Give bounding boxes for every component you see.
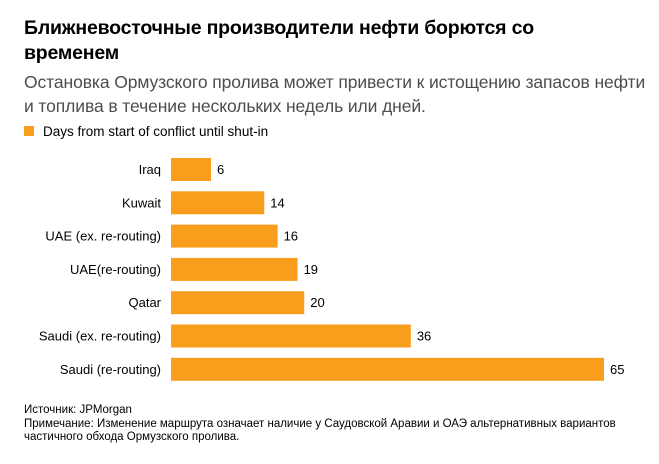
category-label: UAE(re-routing) bbox=[70, 262, 161, 277]
legend-swatch bbox=[24, 126, 34, 136]
chart-footer: Источник: JPMorgan Примечание: Изменение… bbox=[24, 404, 649, 445]
value-label: 14 bbox=[270, 195, 284, 210]
bar bbox=[171, 224, 278, 248]
bar bbox=[171, 291, 305, 315]
value-label: 19 bbox=[304, 262, 318, 277]
bar bbox=[171, 324, 411, 348]
category-label: Saudi (ex. re-routing) bbox=[39, 329, 161, 344]
bar-chart: Iraq 6 Kuwait 14 UAE (ex. re-routing) 16 UAE(r… bbox=[39, 158, 624, 381]
category-label: Saudi (re-routing) bbox=[60, 362, 161, 377]
category-label: UAE (ex. re-routing) bbox=[45, 229, 161, 244]
value-label: 65 bbox=[610, 362, 624, 377]
bar bbox=[171, 191, 265, 215]
bar bbox=[171, 257, 298, 281]
value-label: 6 bbox=[217, 162, 224, 177]
chart-title: Ближневосточные производители нефти борю… bbox=[24, 17, 534, 64]
category-label: Kuwait bbox=[122, 195, 161, 210]
value-label: 20 bbox=[310, 295, 324, 310]
value-label: 16 bbox=[284, 229, 298, 244]
category-label: Qatar bbox=[128, 295, 161, 310]
value-label: 36 bbox=[417, 329, 431, 344]
legend-label: Days from start of conflict until shut-i… bbox=[43, 123, 269, 139]
category-label: Iraq bbox=[139, 162, 161, 177]
bar bbox=[171, 158, 211, 181]
source-note: Источник: JPMorgan bbox=[24, 404, 132, 416]
bar bbox=[171, 357, 604, 381]
chart-subtitle: Остановка Ормузского пролива может приве… bbox=[24, 72, 646, 116]
footnote: Примечание: Изменение маршрута означает … bbox=[24, 417, 616, 444]
legend: Days from start of conflict until shut-i… bbox=[24, 122, 268, 140]
